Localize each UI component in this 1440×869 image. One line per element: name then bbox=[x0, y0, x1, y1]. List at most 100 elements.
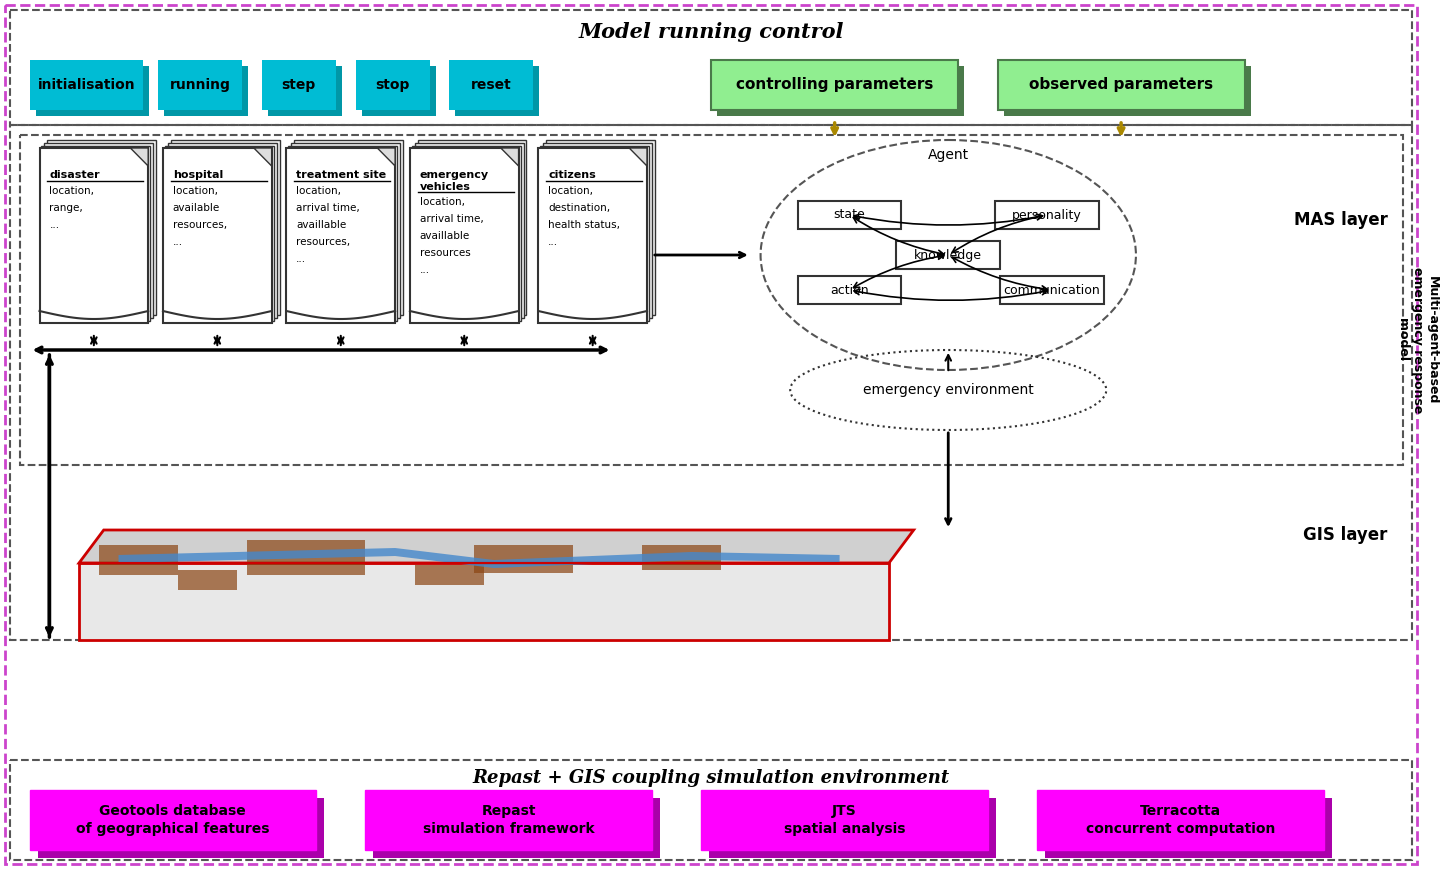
Bar bbox=[10, 125, 1413, 640]
FancyBboxPatch shape bbox=[291, 143, 400, 318]
FancyBboxPatch shape bbox=[361, 66, 436, 116]
Text: location,: location, bbox=[49, 186, 95, 196]
FancyBboxPatch shape bbox=[30, 790, 317, 850]
Text: initialisation: initialisation bbox=[37, 78, 135, 92]
FancyBboxPatch shape bbox=[42, 146, 150, 321]
Text: knowledge: knowledge bbox=[914, 249, 982, 262]
Text: available: available bbox=[173, 203, 220, 213]
Bar bbox=[10, 760, 1413, 860]
FancyBboxPatch shape bbox=[539, 148, 647, 323]
Polygon shape bbox=[377, 148, 395, 166]
FancyBboxPatch shape bbox=[262, 60, 336, 110]
FancyBboxPatch shape bbox=[1004, 66, 1250, 116]
Text: arrival time,: arrival time, bbox=[297, 203, 360, 213]
FancyBboxPatch shape bbox=[373, 798, 660, 858]
Text: ...: ... bbox=[297, 254, 307, 264]
Text: health status,: health status, bbox=[549, 220, 621, 230]
Text: ...: ... bbox=[420, 265, 431, 275]
Text: range,: range, bbox=[49, 203, 84, 213]
FancyBboxPatch shape bbox=[356, 60, 429, 110]
Polygon shape bbox=[253, 148, 272, 166]
Text: Geotools database
of geographical features: Geotools database of geographical featur… bbox=[76, 804, 269, 836]
FancyBboxPatch shape bbox=[366, 790, 652, 850]
Polygon shape bbox=[131, 148, 148, 166]
Text: JTS
spatial analysis: JTS spatial analysis bbox=[783, 804, 906, 836]
Text: reset: reset bbox=[471, 78, 511, 92]
FancyBboxPatch shape bbox=[418, 140, 527, 315]
FancyBboxPatch shape bbox=[168, 143, 276, 318]
Text: controlling parameters: controlling parameters bbox=[736, 77, 933, 92]
FancyBboxPatch shape bbox=[998, 60, 1244, 110]
Text: step: step bbox=[282, 78, 315, 92]
FancyBboxPatch shape bbox=[711, 60, 958, 110]
FancyBboxPatch shape bbox=[288, 146, 397, 321]
Text: citizens: citizens bbox=[549, 170, 596, 180]
FancyBboxPatch shape bbox=[287, 148, 395, 323]
FancyBboxPatch shape bbox=[410, 148, 518, 323]
FancyBboxPatch shape bbox=[412, 146, 520, 321]
Text: resources,: resources, bbox=[173, 220, 228, 230]
FancyBboxPatch shape bbox=[45, 143, 153, 318]
Polygon shape bbox=[118, 548, 840, 568]
FancyBboxPatch shape bbox=[710, 798, 995, 858]
FancyBboxPatch shape bbox=[543, 143, 652, 318]
Polygon shape bbox=[501, 148, 518, 166]
Text: Repast
simulation framework: Repast simulation framework bbox=[423, 804, 595, 836]
Polygon shape bbox=[415, 565, 484, 585]
Text: resources,: resources, bbox=[297, 237, 350, 247]
FancyBboxPatch shape bbox=[798, 276, 901, 304]
Polygon shape bbox=[79, 563, 888, 640]
Text: MAS layer: MAS layer bbox=[1295, 211, 1388, 229]
Polygon shape bbox=[79, 530, 913, 563]
Text: location,: location, bbox=[297, 186, 341, 196]
FancyBboxPatch shape bbox=[268, 66, 341, 116]
Text: location,: location, bbox=[173, 186, 217, 196]
Text: emergency environment: emergency environment bbox=[863, 383, 1034, 397]
Bar bbox=[20, 135, 1403, 465]
FancyBboxPatch shape bbox=[449, 60, 533, 110]
Text: treatment site: treatment site bbox=[297, 170, 386, 180]
Text: resources: resources bbox=[420, 248, 471, 258]
FancyBboxPatch shape bbox=[1045, 798, 1332, 858]
Polygon shape bbox=[474, 545, 573, 573]
Text: Multi-agent-based
emergency response
model: Multi-agent-based emergency response mod… bbox=[1395, 267, 1439, 413]
Text: availlable: availlable bbox=[420, 231, 469, 241]
FancyBboxPatch shape bbox=[896, 241, 1001, 269]
FancyBboxPatch shape bbox=[995, 201, 1099, 229]
FancyBboxPatch shape bbox=[158, 60, 242, 110]
Text: Agent: Agent bbox=[927, 148, 969, 162]
Text: arrival time,: arrival time, bbox=[420, 214, 484, 224]
Text: ...: ... bbox=[173, 237, 183, 247]
Text: location,: location, bbox=[420, 197, 465, 207]
Polygon shape bbox=[177, 570, 238, 590]
FancyBboxPatch shape bbox=[163, 148, 272, 323]
FancyBboxPatch shape bbox=[1001, 276, 1104, 304]
FancyBboxPatch shape bbox=[798, 201, 901, 229]
Text: destination,: destination, bbox=[549, 203, 611, 213]
FancyBboxPatch shape bbox=[540, 146, 649, 321]
FancyBboxPatch shape bbox=[171, 140, 279, 315]
Text: running: running bbox=[170, 78, 230, 92]
Text: availlable: availlable bbox=[297, 220, 347, 230]
Text: state: state bbox=[834, 209, 865, 222]
FancyBboxPatch shape bbox=[39, 148, 148, 323]
Text: ...: ... bbox=[549, 237, 559, 247]
FancyBboxPatch shape bbox=[37, 798, 324, 858]
Bar bbox=[10, 10, 1413, 125]
FancyBboxPatch shape bbox=[164, 66, 248, 116]
FancyBboxPatch shape bbox=[546, 140, 655, 315]
Text: communication: communication bbox=[1004, 283, 1100, 296]
Polygon shape bbox=[246, 540, 366, 575]
Text: emergency
vehicles: emergency vehicles bbox=[420, 170, 490, 192]
Polygon shape bbox=[99, 545, 177, 575]
Polygon shape bbox=[629, 148, 647, 166]
Text: personality: personality bbox=[1012, 209, 1081, 222]
Text: Model running control: Model running control bbox=[579, 22, 844, 42]
FancyBboxPatch shape bbox=[415, 143, 524, 318]
Text: GIS layer: GIS layer bbox=[1303, 526, 1388, 544]
Text: ...: ... bbox=[49, 220, 59, 230]
FancyBboxPatch shape bbox=[717, 66, 963, 116]
FancyBboxPatch shape bbox=[36, 66, 150, 116]
Text: stop: stop bbox=[376, 78, 410, 92]
FancyBboxPatch shape bbox=[48, 140, 156, 315]
